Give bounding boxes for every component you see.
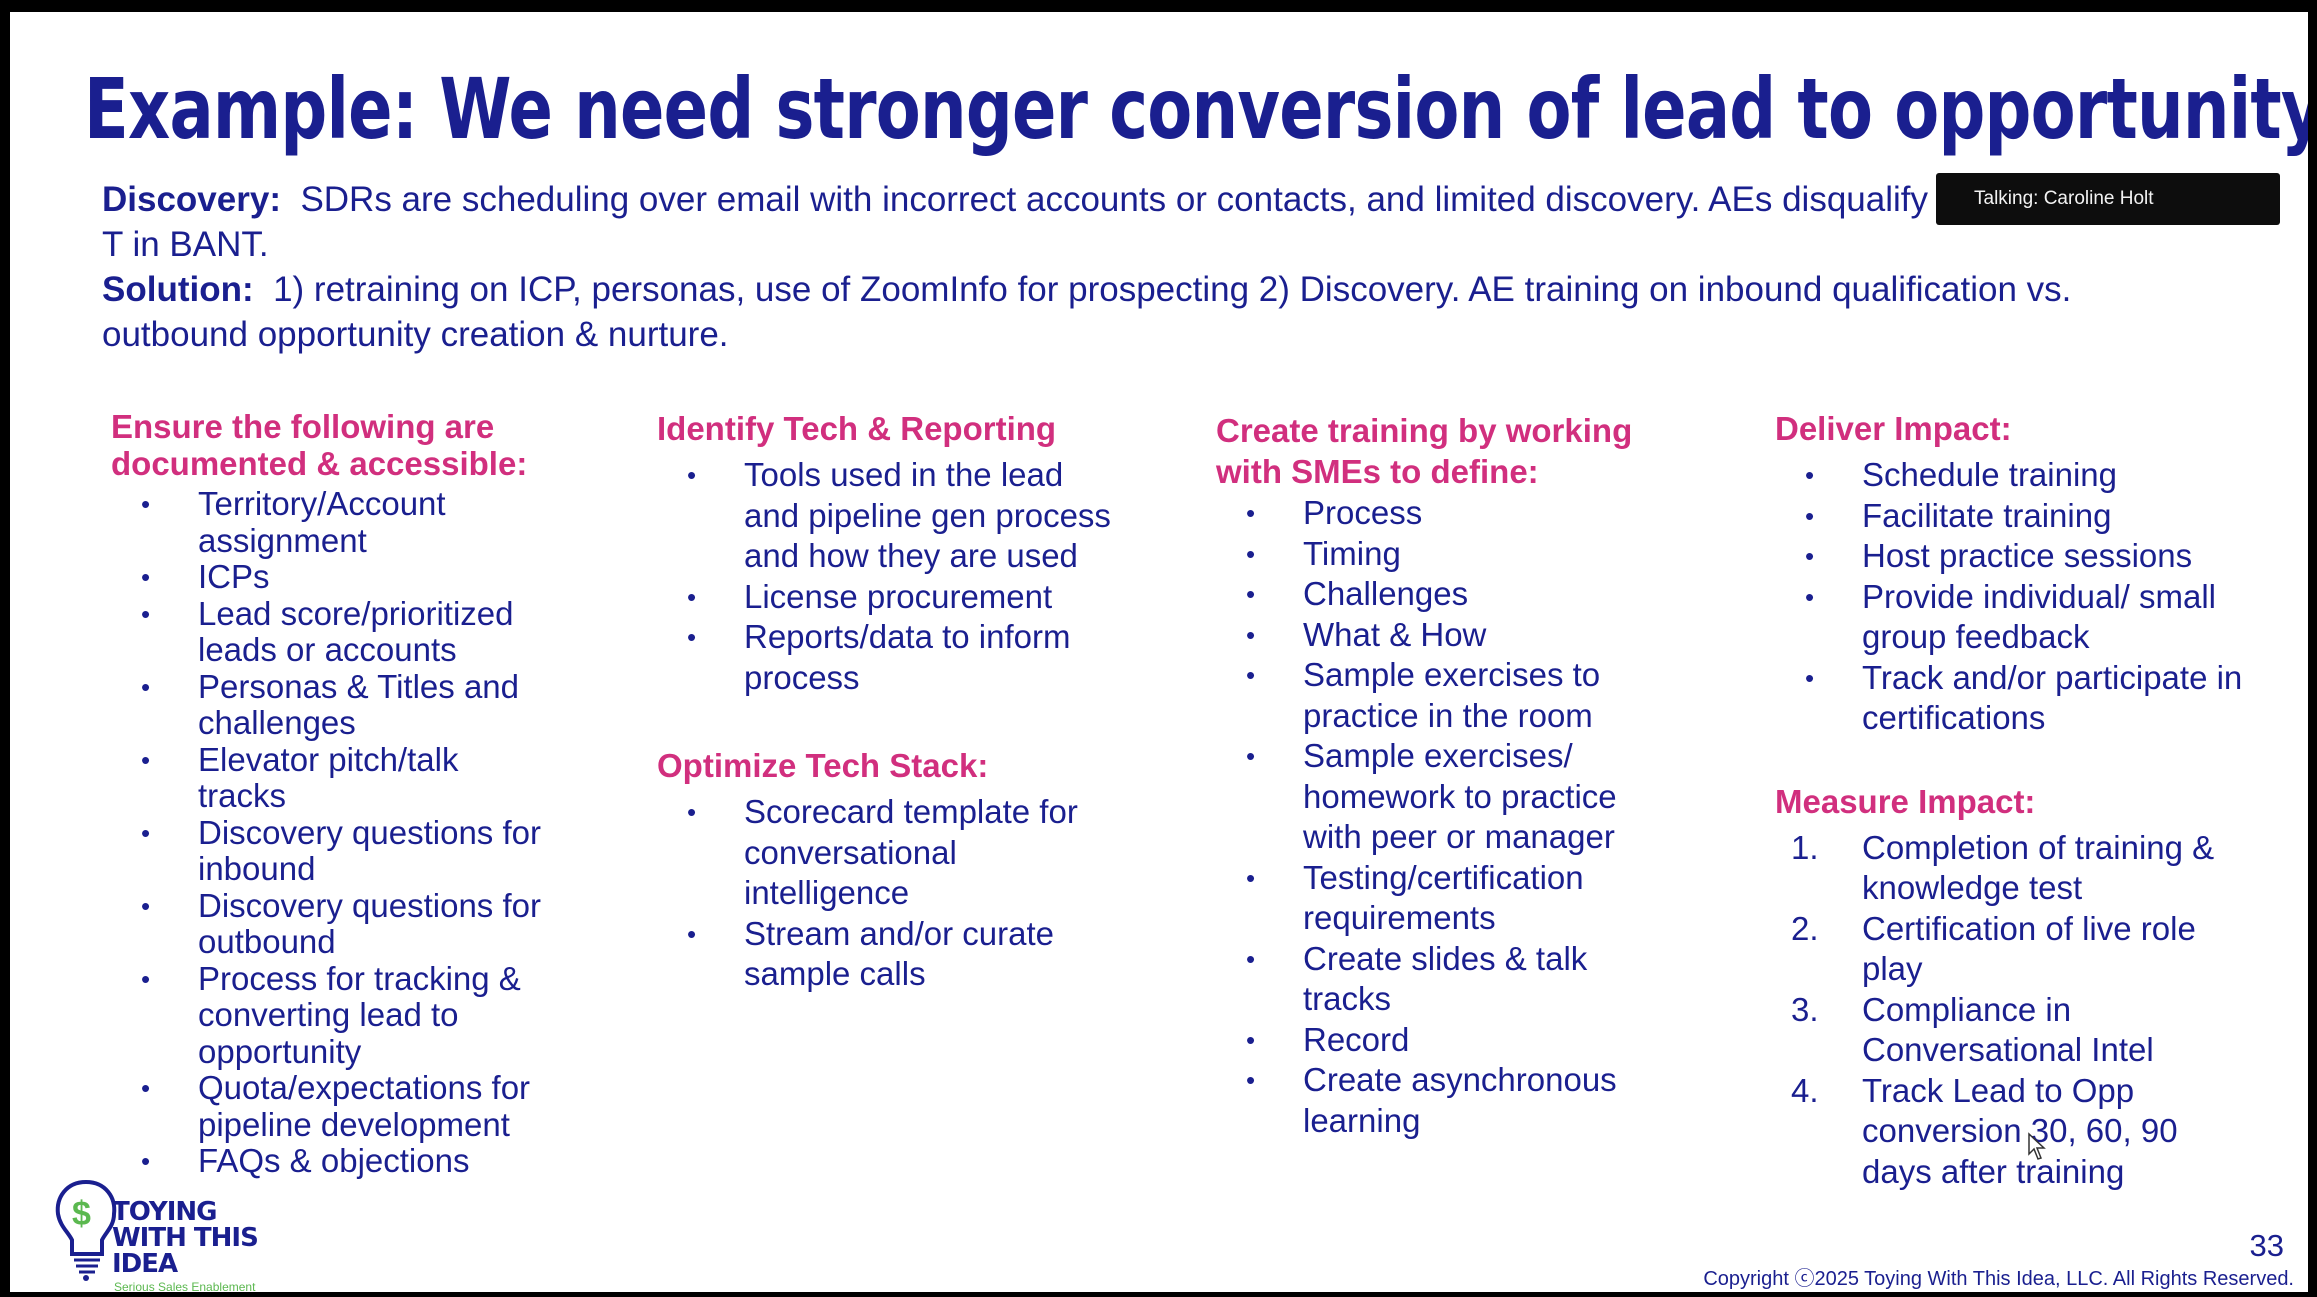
list-item: 4. Track Lead to Opp conversion 30, 60, 9… xyxy=(1775,1071,2245,1193)
list-item: Personas & Titles and challenges xyxy=(111,668,551,742)
item-number: 3. xyxy=(1791,990,1819,1028)
list-item: Create asynchronous learning xyxy=(1216,1060,1656,1141)
slide: Example: We need stronger conversion of … xyxy=(10,12,2308,1292)
discovery-label: Discovery: xyxy=(102,180,281,219)
item-text: Certification of live role play xyxy=(1862,909,2196,988)
list-item: Create slides & talk tracks xyxy=(1216,939,1656,1020)
list-item: What & How xyxy=(1216,615,1656,656)
list-item: Track and/or participate in certificatio… xyxy=(1775,658,2245,739)
item-number: 1. xyxy=(1791,828,1819,866)
logo-wordmark: TOYING WITH THIS IDEA xyxy=(112,1197,259,1279)
list-item: ICPs xyxy=(111,558,551,596)
logo-tagline: Serious Sales Enablement xyxy=(114,1280,256,1292)
page-number: 33 xyxy=(2249,1228,2284,1263)
list-item: Sample exercises/ homework to practice w… xyxy=(1216,736,1656,858)
discovery-text: SDRs are scheduling over email with inco… xyxy=(102,180,2150,264)
tech-stack-list: Scorecard template for conversational in… xyxy=(657,792,1127,995)
list-item: Scorecard template for conversational in… xyxy=(657,792,1127,914)
item-text: Track Lead to Opp conversion 30, 60, 90 … xyxy=(1862,1071,2178,1190)
solution-text: 1) retraining on ICP, personas, use of Z… xyxy=(102,270,2072,354)
training-list: Process Timing Challenges What & How Sam… xyxy=(1216,493,1656,1141)
solution-label: Solution: xyxy=(102,270,254,309)
logo-line: IDEA xyxy=(112,1249,178,1279)
list-item: Host practice sessions xyxy=(1775,536,2245,577)
list-item: Testing/certification requirements xyxy=(1216,858,1656,939)
list-item: License procurement xyxy=(657,577,1127,618)
list-item: Challenges xyxy=(1216,574,1656,615)
logo-line: TOYING xyxy=(112,1197,218,1227)
talking-indicator: Talking: Caroline Holt xyxy=(1936,173,2280,225)
list-item: Reports/data to inform process xyxy=(657,617,1127,698)
list-item: 2. Certification of live role play xyxy=(1775,909,2245,990)
logo-line: WITH THIS xyxy=(112,1223,259,1253)
documented-list: Territory/Account assignment ICPs Lead s… xyxy=(111,485,551,1180)
lightbulb-logo-icon xyxy=(55,1179,117,1281)
list-item: Schedule training xyxy=(1775,455,2245,496)
column-heading-2: Optimize Tech Stack: xyxy=(657,747,989,784)
column-heading-2: Measure Impact: xyxy=(1775,782,2036,820)
deliver-list: Schedule training Facilitate training Ho… xyxy=(1775,455,2245,739)
list-item: FAQs & objections xyxy=(111,1142,551,1180)
list-item: 3. Compliance in Conversational Intel xyxy=(1775,990,2245,1071)
item-number: 2. xyxy=(1791,909,1819,947)
list-item: Provide individual/ small group feedback xyxy=(1775,577,2245,658)
column-tech: Identify Tech & Reporting Tools used in … xyxy=(657,410,1127,995)
list-item: Elevator pitch/talk tracks xyxy=(111,741,551,815)
tech-list: Tools used in the lead and pipeline gen … xyxy=(657,455,1127,698)
list-item: Timing xyxy=(1216,534,1656,575)
discovery-paragraph: Discovery: SDRs are scheduling over emai… xyxy=(102,177,2162,267)
item-text: Compliance in Conversational Intel xyxy=(1862,990,2154,1069)
column-heading: Identify Tech & Reporting xyxy=(657,410,1057,447)
list-item: Quota/expectations for pipeline developm… xyxy=(111,1069,551,1143)
list-item: Discovery questions for outbound xyxy=(111,887,551,961)
dollar-icon: $ xyxy=(72,1195,91,1233)
list-item: Record xyxy=(1216,1020,1656,1061)
list-item: Discovery questions for inbound xyxy=(111,814,551,888)
item-text: Completion of training & knowledge test xyxy=(1862,828,2215,907)
solution-paragraph: Solution: 1) retraining on ICP, personas… xyxy=(102,267,2162,357)
list-item: 1. Completion of training & knowledge tes… xyxy=(1775,828,2245,909)
column-training: Create training by working with SMEs to … xyxy=(1216,410,1656,1141)
item-number: 4. xyxy=(1791,1071,1819,1109)
copyright-text: Copyright ⓒ2025 Toying With This Idea, L… xyxy=(1703,1268,2294,1290)
list-item: Tools used in the lead and pipeline gen … xyxy=(657,455,1127,577)
column-heading: Deliver Impact: xyxy=(1775,410,2012,447)
mouse-pointer-icon xyxy=(2028,1132,2046,1160)
list-item: Facilitate training xyxy=(1775,496,2245,537)
list-item: Process for tracking & converting lead t… xyxy=(111,960,551,1071)
list-item: Sample exercises to practice in the room xyxy=(1216,655,1656,736)
measure-list: 1. Completion of training & knowledge tes… xyxy=(1775,828,2245,1193)
slide-title: Example: We need stronger conversion of … xyxy=(84,60,2308,158)
column-impact: Deliver Impact: Schedule training Facili… xyxy=(1775,410,2245,1192)
column-heading: Ensure the following are documented & ac… xyxy=(111,408,528,482)
column-documented: Ensure the following are documented & ac… xyxy=(111,408,551,1180)
list-item: Territory/Account assignment xyxy=(111,485,551,559)
list-item: Lead score/prioritized leads or accounts xyxy=(111,595,551,669)
column-heading: Create training by working with SMEs to … xyxy=(1216,412,1633,490)
intro-text: Discovery: SDRs are scheduling over emai… xyxy=(102,177,2162,357)
list-item: Stream and/or curate sample calls xyxy=(657,914,1127,995)
list-item: Process xyxy=(1216,493,1656,534)
